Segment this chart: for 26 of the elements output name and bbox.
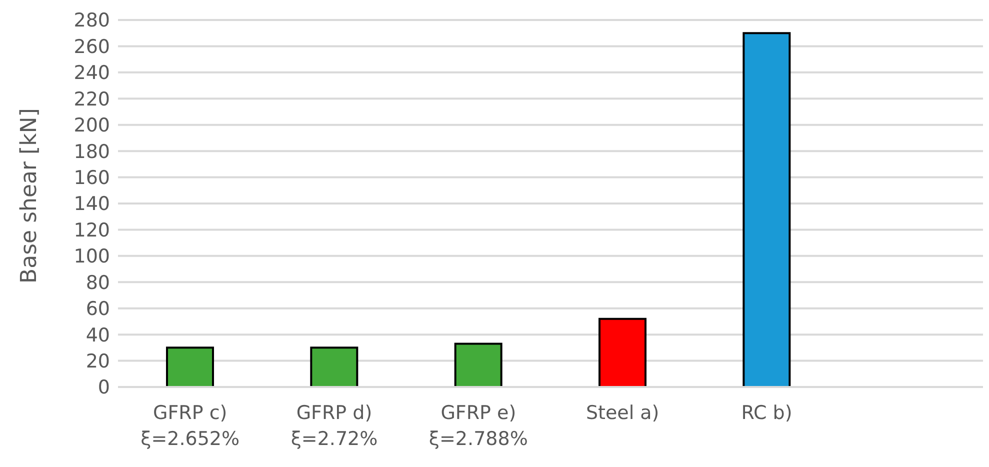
y-tick-label: 40	[86, 324, 110, 346]
y-axis-title: Base shear [kN]	[16, 108, 42, 284]
x-tick-label: Steel a)	[586, 402, 660, 424]
y-tick-label: 80	[86, 272, 110, 294]
y-tick-label: 100	[74, 246, 110, 268]
bar	[166, 346, 214, 387]
y-tick-label: 280	[74, 10, 110, 32]
y-tick-label: 120	[74, 219, 110, 242]
x-tick-label: RC b)	[741, 402, 792, 424]
bar	[454, 342, 502, 387]
y-tick-label: 260	[74, 36, 110, 58]
x-tick-label: GFRP d) ξ=2.72%	[290, 402, 378, 450]
bar	[598, 318, 646, 387]
y-tick-label: 220	[74, 88, 110, 110]
bar	[742, 32, 791, 387]
y-tick-label: 200	[74, 114, 110, 137]
x-tick-label: GFRP e) ξ=2.788%	[428, 402, 528, 450]
bar	[310, 346, 358, 387]
y-tick-label: 180	[74, 140, 110, 163]
y-tick-label: 140	[74, 193, 110, 216]
y-tick-label: 60	[86, 298, 110, 320]
y-tick-label: 160	[74, 167, 110, 190]
y-tick-label: 20	[86, 350, 110, 373]
y-tick-label: 240	[74, 62, 110, 84]
x-tick-label: GFRP c) ξ=2.652%	[140, 402, 240, 450]
y-tick-label: 0	[98, 376, 110, 399]
